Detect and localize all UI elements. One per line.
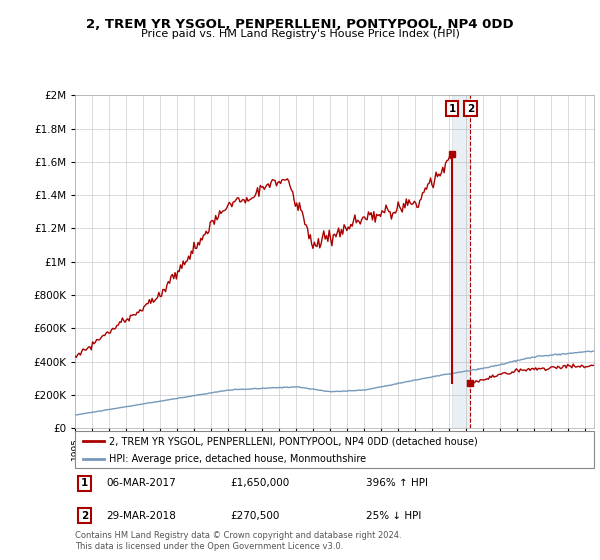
Text: 2: 2 <box>467 104 474 114</box>
Text: Contains HM Land Registry data © Crown copyright and database right 2024.
This d: Contains HM Land Registry data © Crown c… <box>75 531 401 551</box>
Text: 29-MAR-2018: 29-MAR-2018 <box>106 511 176 521</box>
Bar <box>452 95 470 428</box>
Text: 1: 1 <box>81 478 88 488</box>
Text: 06-MAR-2017: 06-MAR-2017 <box>106 478 176 488</box>
Text: £270,500: £270,500 <box>230 511 280 521</box>
Text: 2: 2 <box>81 511 88 521</box>
Text: £1,650,000: £1,650,000 <box>230 478 290 488</box>
Text: HPI: Average price, detached house, Monmouthshire: HPI: Average price, detached house, Monm… <box>109 454 366 464</box>
Text: 396% ↑ HPI: 396% ↑ HPI <box>365 478 428 488</box>
Text: Price paid vs. HM Land Registry's House Price Index (HPI): Price paid vs. HM Land Registry's House … <box>140 29 460 39</box>
Text: 2, TREM YR YSGOL, PENPERLLENI, PONTYPOOL, NP4 0DD (detached house): 2, TREM YR YSGOL, PENPERLLENI, PONTYPOOL… <box>109 436 478 446</box>
Text: 25% ↓ HPI: 25% ↓ HPI <box>365 511 421 521</box>
Text: 1: 1 <box>449 104 456 114</box>
Text: 2, TREM YR YSGOL, PENPERLLENI, PONTYPOOL, NP4 0DD: 2, TREM YR YSGOL, PENPERLLENI, PONTYPOOL… <box>86 18 514 31</box>
